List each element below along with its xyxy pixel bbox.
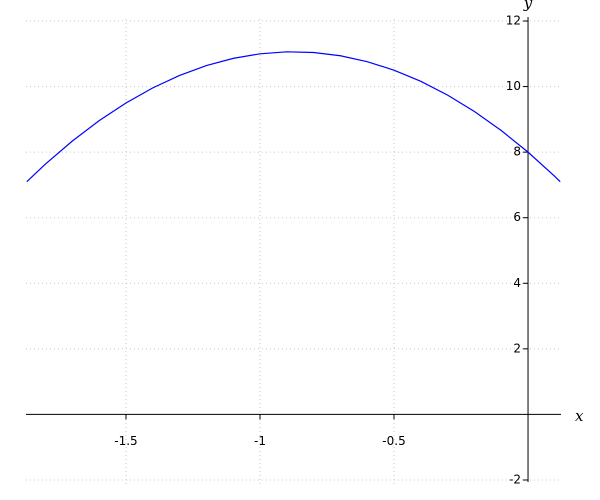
x-tick-label: -1 (254, 434, 266, 448)
x-tick-label: -0.5 (382, 434, 405, 448)
x-axis-label: x (575, 407, 584, 425)
line-series (26, 51, 561, 183)
y-tick-label: -2 (509, 473, 521, 487)
y-tick-label: 12 (506, 14, 521, 28)
y-tick-label: 8 (513, 145, 521, 159)
y-tick-label: 2 (513, 341, 521, 355)
y-axis-label: y (523, 0, 533, 12)
x-tick-label: -1.5 (114, 434, 137, 448)
y-tick-label: 6 (513, 210, 521, 224)
y-tick-label: 4 (513, 276, 521, 290)
y-tick-label: 10 (506, 79, 521, 93)
